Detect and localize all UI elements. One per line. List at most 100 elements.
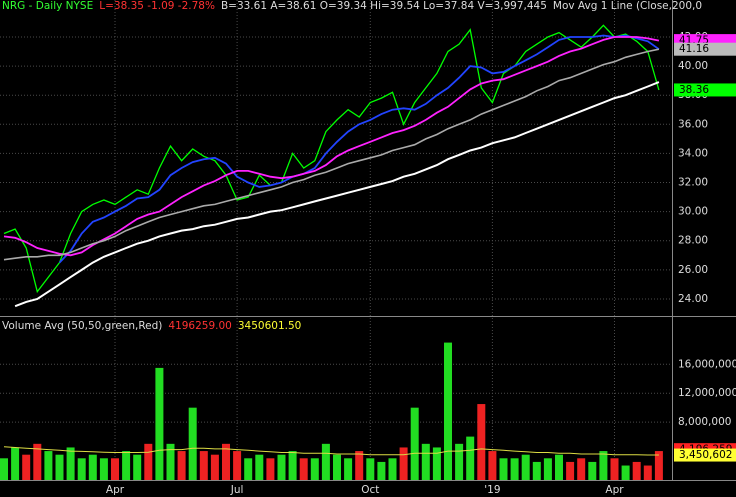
header-part: L=38.35 -1.09 -2.78%	[99, 0, 215, 12]
volume-bar	[111, 458, 119, 480]
y-tick-label: 8,000,000	[678, 416, 731, 428]
volume-bar	[344, 458, 353, 480]
header-part: B=33.61 A=38.61 O=39.34 Hi=39.54 Lo=37.8…	[221, 0, 547, 12]
volume-bar	[210, 454, 219, 480]
volume-bar	[177, 451, 186, 480]
x-tick-label: Oct	[361, 484, 379, 496]
volume-bar	[310, 458, 319, 480]
volume-bar	[188, 407, 197, 480]
volume-bar	[410, 407, 419, 480]
y-tick-label: 32.00	[678, 177, 708, 189]
volume-bar	[166, 443, 175, 480]
volume-bar	[299, 458, 308, 480]
volume-bar	[277, 454, 286, 480]
volume-bar	[488, 451, 497, 480]
volume-bar	[155, 367, 164, 480]
volume-bar	[621, 465, 630, 480]
price-line	[3, 48, 660, 261]
volume-bar	[654, 451, 663, 480]
y-tick-label: 28.00	[678, 235, 708, 247]
x-tick-label: Apr	[605, 484, 624, 496]
volume-bar	[33, 443, 42, 480]
y-tick-label: 16,000,000	[678, 358, 736, 370]
volume-bar	[321, 443, 330, 480]
volume-bar	[599, 451, 608, 480]
x-tick-label: '19	[484, 484, 500, 496]
volume-bar	[99, 458, 108, 480]
x-tick-label: Jul	[230, 484, 244, 496]
volume-bar	[44, 451, 53, 480]
header-part: NRG - Daily NYSE	[2, 0, 93, 12]
value-badge	[674, 42, 736, 56]
volume-bar	[499, 458, 508, 480]
y-tick-label: 26.00	[678, 264, 708, 276]
volume-bar	[632, 461, 641, 480]
volume-bar	[477, 404, 486, 480]
volume-bar	[377, 461, 386, 480]
volume-bar	[421, 443, 430, 480]
volume-bar	[199, 451, 208, 480]
header: Volume Avg (50,50,green,Red) 4196259.00 34…	[2, 320, 301, 332]
volume-bar	[77, 458, 86, 480]
x-tick-label: Apr	[106, 484, 125, 496]
y-tick-label: 30.00	[678, 206, 708, 218]
price-line	[3, 36, 660, 257]
volume-bar	[466, 436, 475, 480]
volume-bar	[288, 451, 297, 480]
volume-bar	[543, 458, 552, 480]
value-badge-label: 3,450,602	[679, 449, 732, 461]
price-line	[14, 81, 660, 308]
volume-bar	[610, 458, 619, 480]
y-tick-label: 36.00	[678, 118, 708, 130]
header-part: 3450601.50	[238, 320, 301, 332]
y-tick-label: 34.00	[678, 147, 708, 159]
volume-bar	[566, 461, 575, 480]
y-tick-label: 40.00	[678, 60, 708, 72]
volume-bar	[55, 454, 64, 480]
volume-bar	[555, 454, 563, 480]
volume-bar	[22, 454, 31, 480]
volume-bar	[333, 454, 341, 480]
volume-bar	[521, 454, 530, 480]
volume-bar	[388, 458, 397, 480]
volume-bar	[588, 461, 597, 480]
volume-bar	[11, 447, 20, 480]
volume-bar	[255, 454, 264, 480]
value-badge-label: 41.16	[679, 43, 709, 55]
price-line	[3, 24, 660, 294]
volume-bar	[532, 461, 541, 480]
volume-average	[3, 446, 659, 456]
volume-bar	[144, 443, 153, 480]
volume-bar	[244, 458, 253, 480]
volume-bar	[455, 443, 464, 480]
volume-bar	[88, 454, 97, 480]
volume-bar	[399, 447, 408, 480]
volume-bar	[122, 451, 131, 480]
volume-bar	[577, 458, 586, 480]
header-part: 4196259.00	[168, 320, 231, 332]
volume-bar	[366, 458, 375, 480]
volume-bar	[510, 458, 519, 480]
volume-bar	[266, 458, 275, 480]
y-tick-label: 24.00	[678, 293, 708, 305]
header-part: Volume Avg (50,50,green,Red)	[2, 320, 162, 332]
volume-bar	[233, 451, 242, 480]
volume-bar	[432, 447, 441, 480]
y-tick-label: 12,000,000	[678, 387, 736, 399]
value-badge	[674, 448, 736, 462]
value-badge-label: 38.36	[679, 84, 709, 96]
header-part: Mov Avg 1 Line (Close,200,0	[553, 0, 702, 12]
volume-bar	[0, 458, 8, 480]
value-badge	[674, 83, 736, 97]
header: NRG - Daily NYSE L=38.35 -1.09 -2.78% B=33…	[2, 0, 702, 12]
volume-bar	[66, 447, 75, 480]
volume-bar	[133, 454, 142, 480]
price-line	[58, 34, 660, 264]
volume-bar	[355, 451, 364, 480]
volume-bar	[444, 342, 452, 480]
volume-bar	[222, 443, 230, 480]
volume-bar	[643, 465, 652, 480]
